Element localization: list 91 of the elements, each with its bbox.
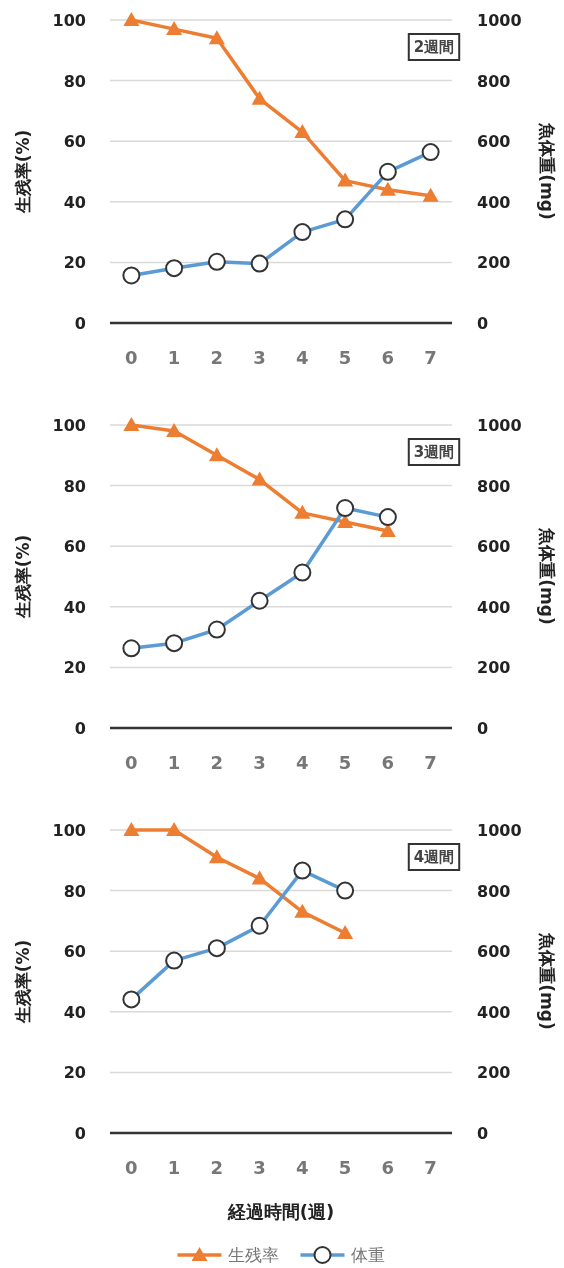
- y-tick-label: 40: [63, 1002, 86, 1022]
- y-tick-label: 20: [63, 1063, 86, 1083]
- x-tick-label: 7: [424, 1157, 437, 1178]
- y2-tick-label: 800: [477, 476, 511, 496]
- point: [208, 30, 225, 45]
- y2-axis-title: 魚体重(mg): [537, 122, 557, 220]
- y2-tick-label: 400: [477, 1002, 511, 1022]
- y-tick-label: 60: [63, 132, 86, 152]
- y2-tick-label: 1000: [477, 416, 522, 435]
- point: [251, 870, 268, 885]
- x-tick-label: 0: [125, 752, 138, 773]
- x-tick-label: 2: [210, 1157, 224, 1178]
- x-tick-label: 4: [296, 752, 309, 773]
- x-tick-label: 6: [381, 1157, 395, 1178]
- y2-tick-label: 1000: [477, 11, 522, 30]
- x-tick-label: 4: [296, 1157, 309, 1178]
- legend-label: 体重: [350, 1245, 385, 1265]
- y2-tick-label: 200: [477, 1063, 511, 1083]
- x-tick-label: 3: [253, 347, 266, 368]
- point: [294, 903, 311, 918]
- point: [166, 21, 183, 36]
- x-axis-title: 経過時間(週): [226, 1201, 335, 1222]
- point: [294, 124, 311, 139]
- y2-tick-label: 800: [477, 881, 511, 901]
- x-tick-label: 3: [253, 752, 266, 773]
- x-tick-label: 0: [125, 1157, 138, 1178]
- point: [123, 417, 140, 431]
- y-tick-label: 100: [52, 416, 86, 435]
- y-tick-label: 20: [63, 658, 86, 678]
- x-tick-label: 2: [210, 347, 224, 368]
- y-tick-label: 0: [74, 314, 86, 333]
- point: [337, 925, 354, 940]
- x-tick-label: 5: [338, 752, 352, 773]
- y2-tick-label: 200: [477, 253, 511, 273]
- legend-label: 生残率: [227, 1245, 279, 1265]
- y-tick-label: 40: [63, 597, 86, 617]
- y-tick-label: 20: [63, 253, 86, 273]
- text: 3週間: [413, 443, 455, 461]
- point: [379, 523, 396, 538]
- point: [379, 181, 396, 196]
- point: [208, 849, 225, 864]
- point: [251, 471, 268, 486]
- text: 2週間: [413, 38, 455, 56]
- x-tick-label: 7: [424, 347, 437, 368]
- x-tick-label: 0: [125, 347, 138, 368]
- y2-tick-label: 0: [477, 1124, 489, 1143]
- y2-tick-label: 0: [477, 719, 489, 738]
- y-axis-title: 生残率(%): [13, 129, 33, 215]
- y-tick-label: 100: [52, 821, 86, 840]
- y2-tick-label: 0: [477, 314, 489, 333]
- y2-tick-label: 1000: [477, 821, 522, 840]
- y-axis-title: 生残率(%): [13, 534, 33, 620]
- y2-tick-label: 800: [477, 71, 511, 91]
- y-tick-label: 80: [63, 476, 86, 496]
- y2-tick-label: 400: [477, 597, 511, 617]
- y-tick-label: 0: [74, 719, 86, 738]
- y2-axis-title: 魚体重(mg): [537, 932, 557, 1030]
- y-axis-title: 生残率(%): [13, 939, 33, 1025]
- y-tick-label: 100: [52, 11, 86, 30]
- point: [422, 187, 439, 202]
- x-tick-label: 7: [424, 752, 437, 773]
- y2-axis-title: 魚体重(mg): [537, 527, 557, 625]
- point: [251, 90, 268, 105]
- point: [123, 822, 140, 836]
- x-tick-label: 6: [381, 752, 395, 773]
- x-tick-label: 1: [167, 752, 181, 773]
- y2-tick-label: 600: [477, 132, 511, 152]
- x-tick-label: 1: [167, 1157, 181, 1178]
- y2-tick-label: 600: [477, 537, 511, 557]
- y-tick-label: 60: [63, 942, 86, 962]
- y-tick-label: 80: [63, 71, 86, 91]
- y-tick-label: 40: [63, 192, 86, 212]
- y-tick-label: 60: [63, 537, 86, 557]
- point: [337, 172, 354, 187]
- y2-tick-label: 400: [477, 192, 511, 212]
- text: 4週間: [413, 848, 455, 866]
- y2-tick-label: 600: [477, 942, 511, 962]
- x-tick-label: 3: [253, 1157, 266, 1178]
- point: [208, 447, 225, 462]
- x-tick-label: 2: [210, 752, 224, 773]
- x-tick-label: 4: [296, 347, 309, 368]
- x-tick-label: 5: [338, 1157, 352, 1178]
- point: [123, 12, 140, 26]
- y-tick-label: 0: [74, 1124, 86, 1143]
- x-tick-label: 1: [167, 347, 181, 368]
- x-tick-label: 5: [338, 347, 352, 368]
- y2-tick-label: 200: [477, 658, 511, 678]
- point: [166, 423, 183, 438]
- point: [294, 504, 311, 519]
- y-tick-label: 80: [63, 881, 86, 901]
- x-tick-label: 6: [381, 347, 395, 368]
